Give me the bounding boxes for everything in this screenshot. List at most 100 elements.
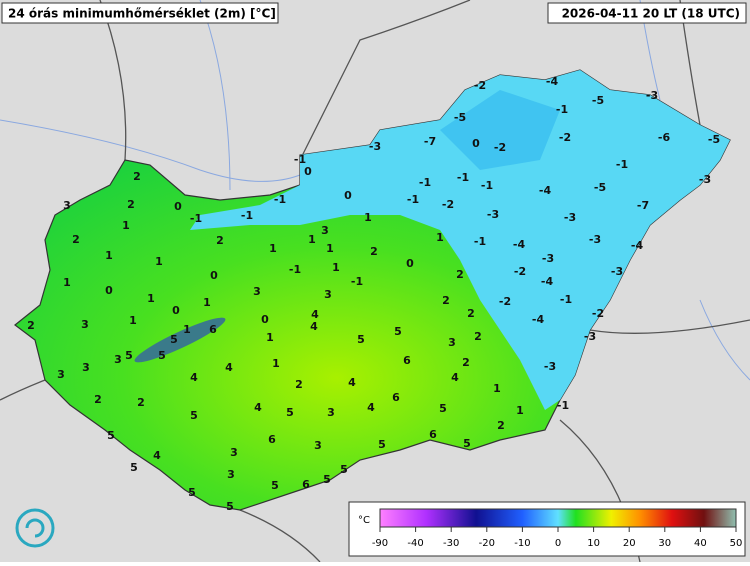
station-value: -1 xyxy=(474,235,486,248)
station-value: -3 xyxy=(646,89,658,102)
station-value: -1 xyxy=(294,153,306,166)
station-value: 5 xyxy=(158,349,166,362)
station-value: -4 xyxy=(532,313,545,326)
station-value: 5 xyxy=(463,437,471,450)
station-value: 6 xyxy=(429,428,437,441)
station-value: 3 xyxy=(327,406,335,419)
station-value: 5 xyxy=(378,438,386,451)
station-value: -1 xyxy=(616,158,628,171)
legend-tick-label: -40 xyxy=(407,538,423,549)
station-value: 5 xyxy=(170,333,178,346)
station-value: 4 xyxy=(190,371,198,384)
station-value: -5 xyxy=(594,181,606,194)
station-value: 0 xyxy=(105,284,113,297)
station-value: -5 xyxy=(592,94,604,107)
station-value: 2 xyxy=(94,393,102,406)
station-value: 3 xyxy=(253,285,261,298)
station-value: 3 xyxy=(324,288,332,301)
station-value: 4 xyxy=(310,320,318,333)
station-value: 3 xyxy=(82,361,90,374)
station-value: 5 xyxy=(130,461,138,474)
station-value: -4 xyxy=(539,184,552,197)
station-value: 5 xyxy=(323,473,331,486)
station-value: 1 xyxy=(63,276,71,289)
station-value: 1 xyxy=(308,233,316,246)
station-value: 3 xyxy=(63,199,71,212)
station-value: -1 xyxy=(289,263,301,276)
station-value: 2 xyxy=(137,396,145,409)
legend-tick-label: 50 xyxy=(730,538,743,549)
station-value: -1 xyxy=(560,293,572,306)
station-value: 6 xyxy=(392,391,400,404)
station-value: -3 xyxy=(584,330,596,343)
station-value: -2 xyxy=(592,307,604,320)
station-value: -1 xyxy=(457,171,469,184)
station-value: 0 xyxy=(174,200,182,213)
station-value: 0 xyxy=(344,189,352,202)
station-value: 2 xyxy=(133,170,141,183)
colorbar xyxy=(379,508,737,528)
station-value: -2 xyxy=(514,265,526,278)
station-value: -5 xyxy=(708,133,720,146)
station-value: 2 xyxy=(474,330,482,343)
station-value: 5 xyxy=(188,486,196,499)
station-value: -4 xyxy=(631,239,644,252)
station-value: -1 xyxy=(274,193,286,206)
legend-unit: °C xyxy=(358,515,370,526)
station-value: 1 xyxy=(122,219,130,232)
legend-tick-label: -10 xyxy=(514,538,530,549)
station-value: 5 xyxy=(357,333,365,346)
station-value: -5 xyxy=(454,111,466,124)
station-value: 3 xyxy=(81,318,89,331)
legend: °C -90 -40 -30 -20 -10 0 10 20 30 40 50 xyxy=(348,501,746,557)
station-value: 1 xyxy=(272,357,280,370)
station-value: 5 xyxy=(340,463,348,476)
legend-tick-label: -90 xyxy=(372,538,388,549)
station-value: 2 xyxy=(442,294,450,307)
station-value: 1 xyxy=(493,382,501,395)
station-value: -7 xyxy=(637,199,649,212)
station-value: -3 xyxy=(699,173,711,186)
station-value: -1 xyxy=(407,193,419,206)
cold-core xyxy=(440,90,560,170)
station-value: 1 xyxy=(516,404,524,417)
station-value: 5 xyxy=(286,406,294,419)
station-value: 5 xyxy=(226,500,234,513)
station-value: 6 xyxy=(209,323,217,336)
station-value: 3 xyxy=(230,446,238,459)
station-value: 4 xyxy=(225,361,233,374)
lake xyxy=(134,317,226,363)
station-value: -1 xyxy=(556,103,568,116)
station-value: -2 xyxy=(494,141,506,154)
station-value: 1 xyxy=(266,331,274,344)
legend-tick-label: 10 xyxy=(587,538,600,549)
station-value: 2 xyxy=(370,245,378,258)
station-value: 2 xyxy=(27,319,35,332)
station-value: -1 xyxy=(190,212,202,225)
station-value: 0 xyxy=(210,269,218,282)
station-values: -2 -4-5 -3-1-5-3 -7 0 -2-2 -6 -5-1-5-3-4-7-10-1… xyxy=(27,75,720,513)
station-value: 6 xyxy=(302,478,310,491)
station-value: 0 xyxy=(261,313,269,326)
station-value: 2 xyxy=(456,268,464,281)
station-value: 2 xyxy=(462,356,470,369)
station-value: -7 xyxy=(424,135,436,148)
station-value: -1 xyxy=(557,399,569,412)
cold-region xyxy=(190,70,730,410)
station-value: -1 xyxy=(419,176,431,189)
station-value: -2 xyxy=(442,198,454,211)
station-value: 1 xyxy=(147,292,155,305)
station-value: 4 xyxy=(311,308,319,321)
legend-tick-label: -20 xyxy=(479,538,495,549)
title: 24 órás minimumhőmérséklet (2m) [°C] xyxy=(8,7,276,21)
station-value: 1 xyxy=(326,242,334,255)
station-value: 0 xyxy=(406,257,414,270)
station-value: 1 xyxy=(183,323,191,336)
station-value: 1 xyxy=(269,242,277,255)
station-value: 4 xyxy=(254,401,262,414)
legend-tick-label: -30 xyxy=(443,538,459,549)
station-value: 2 xyxy=(497,419,505,432)
station-value: -3 xyxy=(589,233,601,246)
station-value: 4 xyxy=(367,401,375,414)
station-value: -2 xyxy=(559,131,571,144)
